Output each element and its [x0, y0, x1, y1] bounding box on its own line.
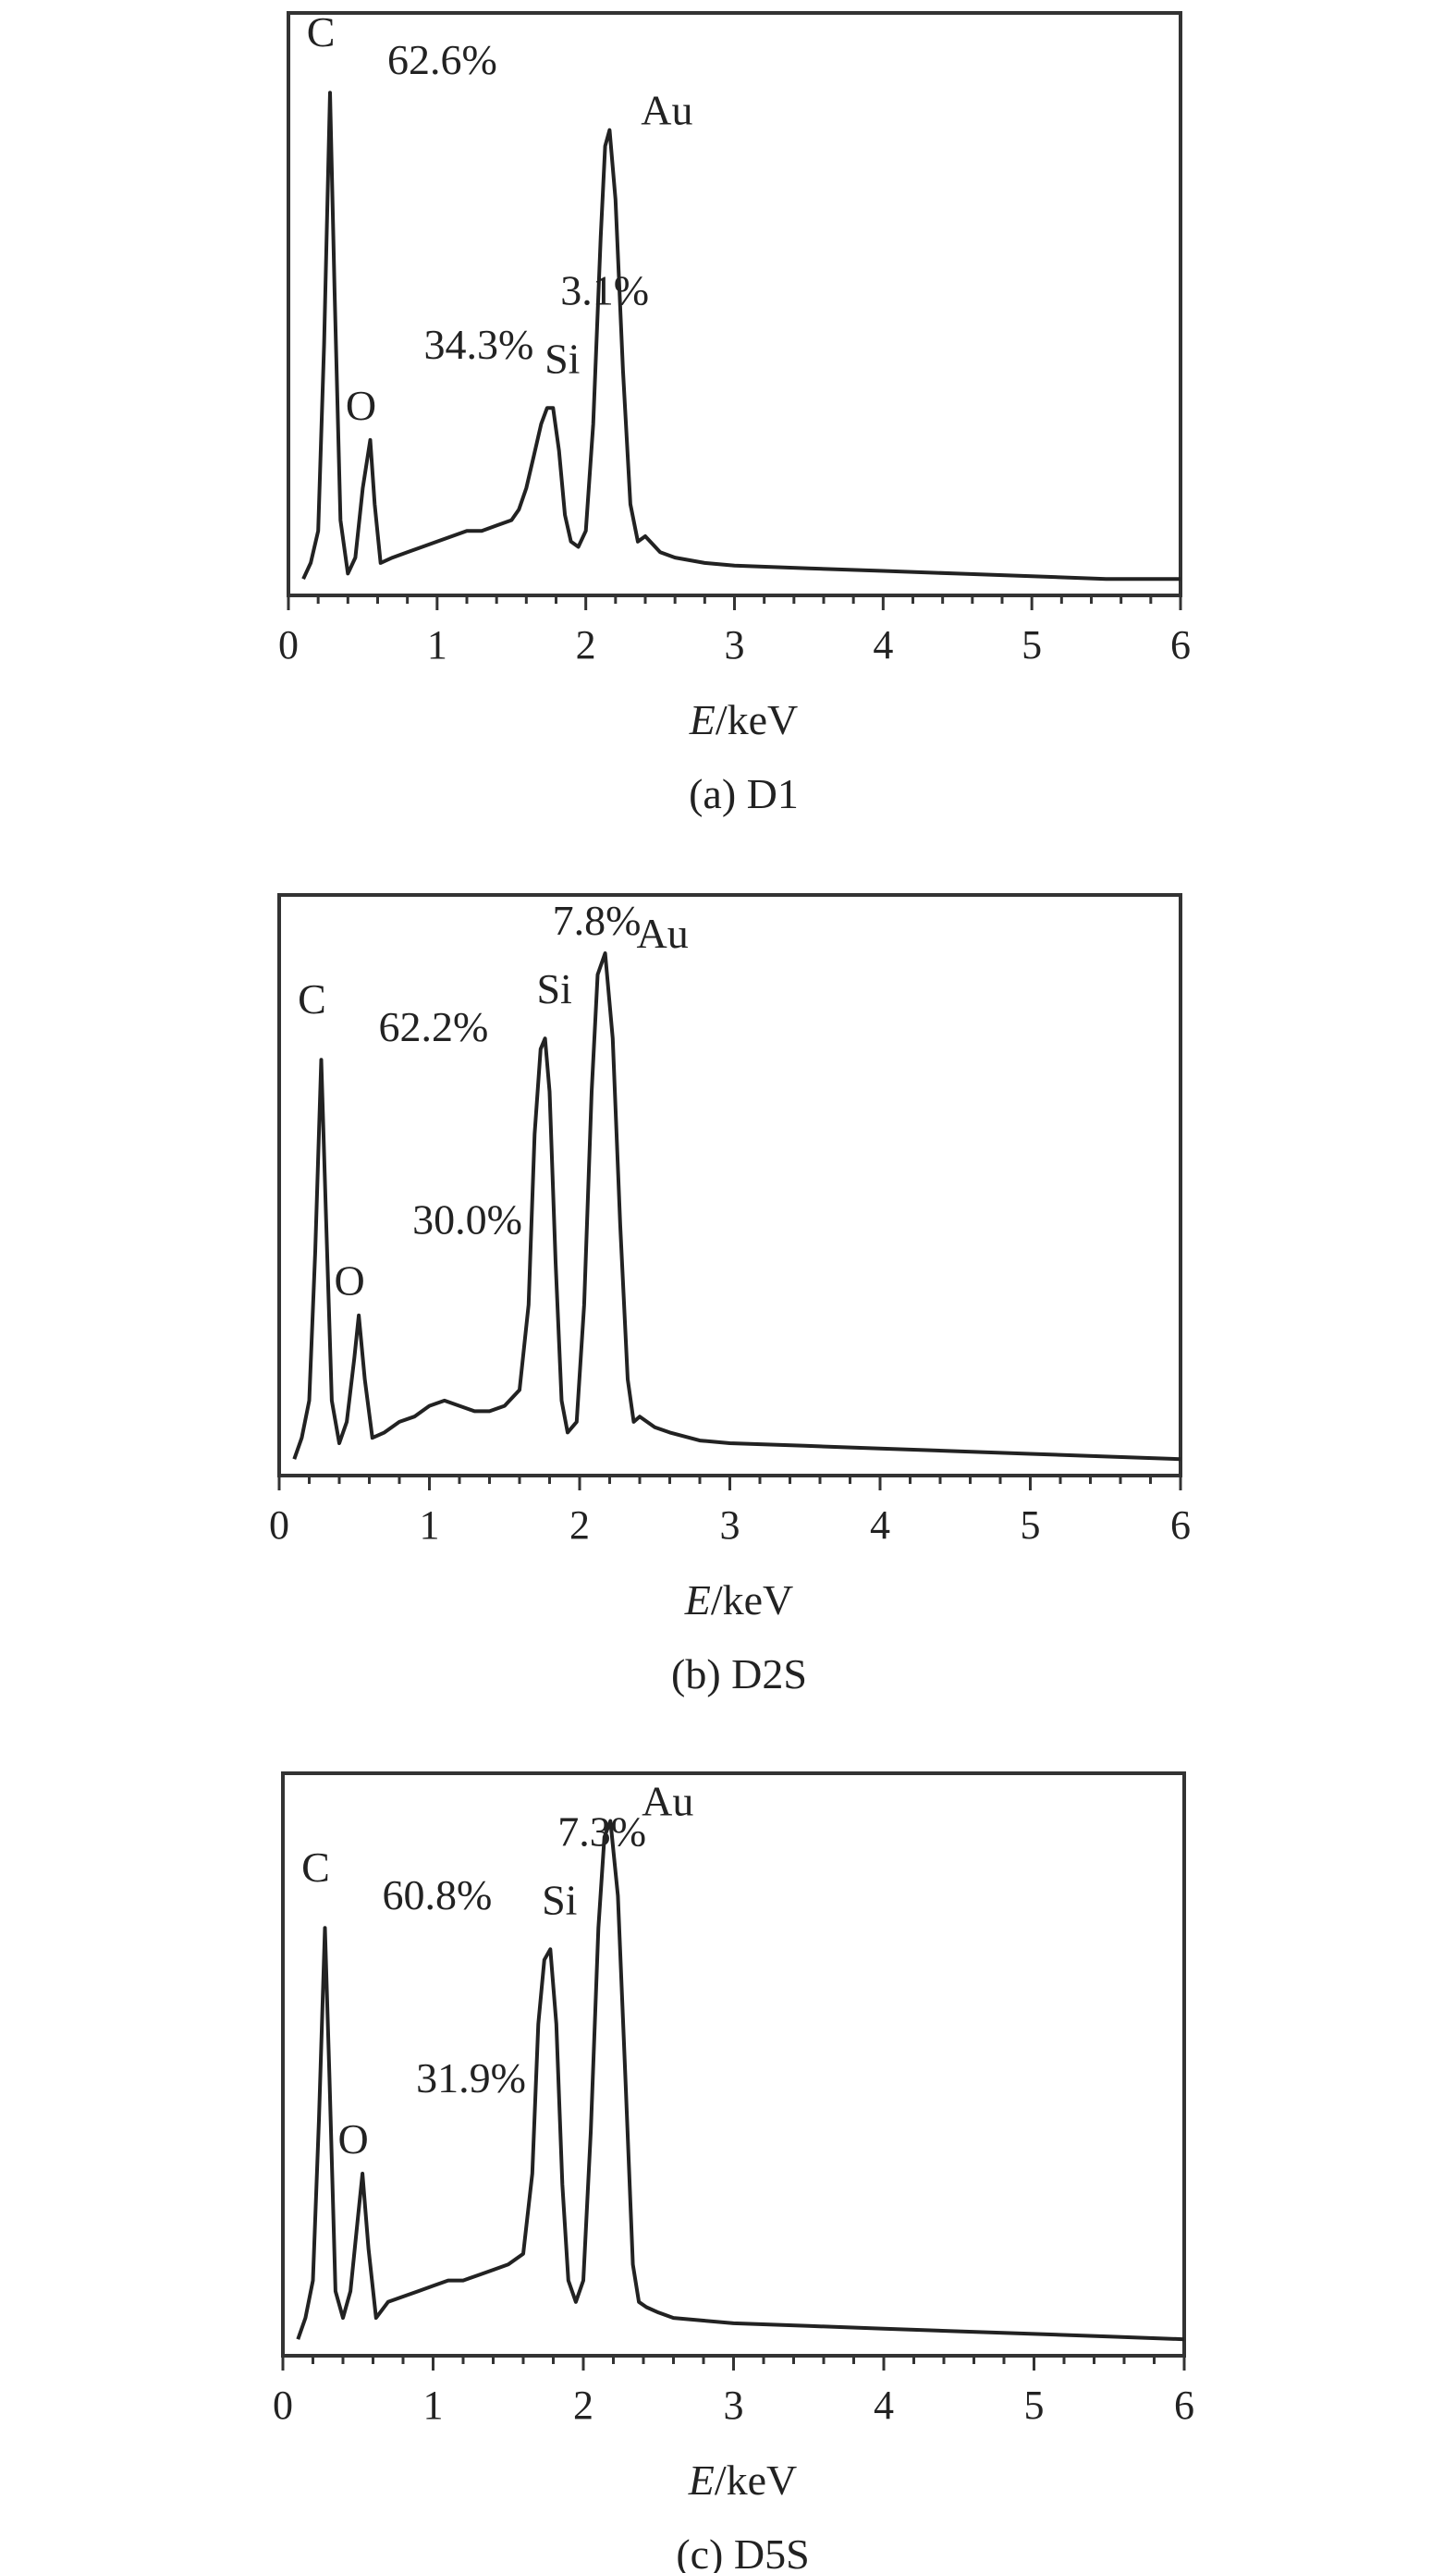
x-tick-label: 4: [873, 622, 893, 668]
x-tick-label: 4: [870, 1502, 890, 1548]
plot-frame: [287, 11, 1182, 597]
peak-label-si: Si: [542, 1876, 577, 1923]
x-tick-label: 1: [423, 2383, 444, 2428]
peak-percent-c: 62.2%: [379, 1003, 489, 1050]
x-tick-label: 5: [1022, 622, 1042, 668]
peak-percent-o: 30.0%: [412, 1196, 522, 1244]
x-tick-label: 5: [1024, 2383, 1045, 2428]
peak-label-au: Au: [637, 910, 689, 957]
peak-percent-c: 60.8%: [383, 1871, 493, 1918]
x-axis-label: E/keV: [688, 2457, 798, 2504]
panel-caption: (a) D1: [689, 770, 799, 817]
x-tick-label: 2: [569, 1502, 590, 1548]
peak-label-si: Si: [536, 965, 571, 1012]
x-axis-variable: E: [689, 696, 716, 743]
peak-percent-o: 31.9%: [416, 2054, 526, 2101]
peak-percent-si: 7.8%: [553, 897, 642, 944]
eds-panel-3: 0 1 2 3 4 5 6 E/keV (c) D5S C 60.8% O 31.9% Si 7.3%Au: [273, 1771, 1194, 2573]
peak-label-c: C: [307, 8, 336, 55]
x-axis-label: E/keV: [689, 696, 799, 743]
peak-label-c: C: [298, 975, 326, 1023]
x-tick-label: 6: [1174, 2383, 1194, 2428]
x-axis-unit: /keV: [716, 696, 798, 743]
x-axis-variable: E: [684, 1576, 711, 1623]
spectrum-line: [296, 1819, 1185, 2342]
x-axis-label: E/keV: [684, 1576, 794, 1623]
x-tick-label: 2: [576, 622, 596, 668]
peak-percent-si: 7.3%: [557, 1807, 646, 1855]
x-tick-label: 0: [273, 2383, 293, 2428]
x-axis-unit: /keV: [711, 1576, 793, 1623]
panel-caption: (c) D5S: [676, 2530, 809, 2573]
spectrum-line: [301, 91, 1181, 582]
peak-label-o: O: [338, 2115, 369, 2163]
x-tick-label: 3: [725, 622, 745, 668]
x-tick-label: 6: [1170, 622, 1191, 668]
x-tick-label: 3: [720, 1502, 740, 1548]
spectrum-line: [292, 951, 1181, 1462]
x-tick-label: 0: [278, 622, 299, 668]
x-tick-label: 4: [874, 2383, 894, 2428]
plot-frame: [277, 893, 1182, 1477]
peak-percent-c: 62.6%: [387, 36, 497, 83]
x-tick-label: 6: [1170, 1502, 1191, 1548]
eds-panel-1: 0 1 2 3 4 5 6 E/keV (a) D1 C 62.6% O 34.3% Si 3.1% Au: [278, 8, 1191, 817]
x-tick-label: 1: [427, 622, 447, 668]
x-axis-variable: E: [688, 2457, 715, 2504]
peak-percent-si: 3.1%: [560, 266, 649, 313]
peak-label-si: Si: [544, 335, 580, 382]
eds-panel-2: 0 1 2 3 4 5 6 E/keV (b) D2S C 62.2% O 30.0% Si 7.8%Au: [269, 893, 1191, 1697]
peak-label-o: O: [335, 1257, 365, 1305]
peak-percent-o: 34.3%: [423, 321, 533, 368]
peak-label-o: O: [346, 382, 376, 429]
peak-label-au: Au: [641, 87, 692, 134]
panel-caption: (b) D2S: [671, 1650, 807, 1697]
peak-label-c: C: [301, 1844, 330, 1891]
x-tick-label: 0: [269, 1502, 289, 1548]
peak-label-au: Au: [642, 1778, 693, 1825]
x-axis-unit: /keV: [715, 2457, 797, 2504]
x-tick-label: 5: [1021, 1502, 1041, 1548]
x-tick-label: 3: [724, 2383, 744, 2428]
x-tick-label: 2: [573, 2383, 593, 2428]
x-tick-label: 1: [420, 1502, 440, 1548]
